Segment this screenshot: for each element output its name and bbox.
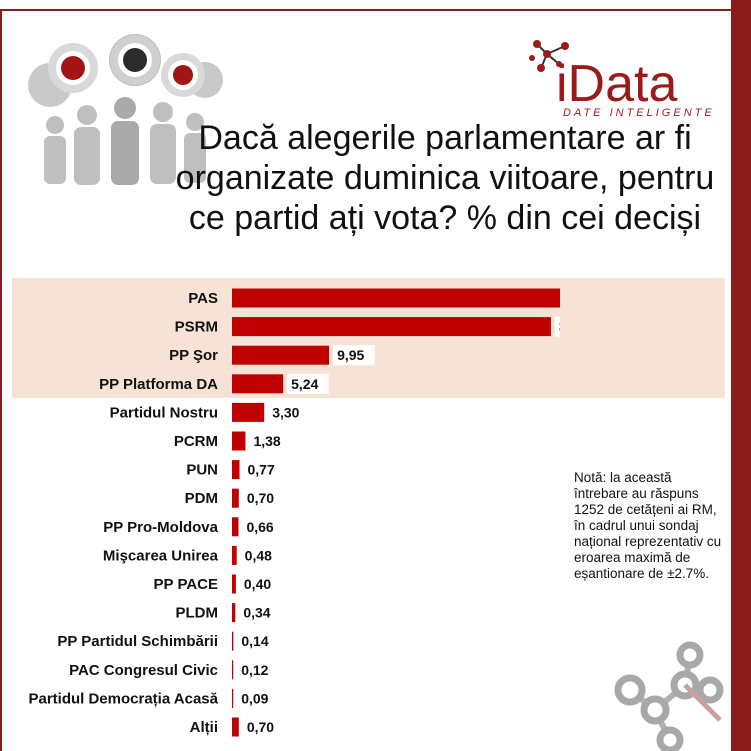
value-label-background <box>287 373 329 394</box>
category-label: PP Platforma DA <box>99 376 218 393</box>
value-label: 0,34 <box>243 605 270 621</box>
value-label-background <box>242 717 285 737</box>
bar <box>232 488 239 508</box>
bar <box>232 288 560 308</box>
value-label-background <box>268 402 310 423</box>
value-label: 5,24 <box>291 376 318 392</box>
bar <box>232 603 236 623</box>
value-label-background <box>237 659 279 680</box>
frame-right-border <box>731 0 751 751</box>
category-label: PUN <box>186 462 218 479</box>
bar <box>232 717 239 737</box>
category-label: Mişcarea Unirea <box>103 547 219 564</box>
category-label: Alții <box>190 719 218 736</box>
value-label: 0,14 <box>241 633 268 649</box>
value-label-background <box>554 316 560 337</box>
frame-left-border <box>0 9 2 751</box>
value-label-background <box>237 688 279 709</box>
category-label: PP Pro-Moldova <box>103 519 218 536</box>
category-label: PAC Congresul Civic <box>69 662 218 679</box>
bar <box>232 402 265 422</box>
bar <box>232 345 330 365</box>
frame-top <box>0 0 751 11</box>
logo-tagline: DATE INTELIGENTE <box>563 107 715 119</box>
category-label: PCRM <box>174 433 218 450</box>
category-label: PDM <box>185 490 218 507</box>
value-label: 32,69 <box>559 319 560 335</box>
value-label: 0,12 <box>241 662 268 678</box>
value-label: 0,70 <box>247 490 274 506</box>
category-label: PSRM <box>175 319 218 336</box>
bar <box>232 574 236 594</box>
category-label: PP Partidul Schimbării <box>57 633 218 650</box>
value-label-background <box>242 516 285 537</box>
bar <box>232 431 246 451</box>
value-label: 0,09 <box>241 690 268 706</box>
category-label: Partidul Nostru <box>110 404 218 421</box>
value-label: 0,40 <box>244 576 271 592</box>
value-label-background <box>243 459 286 480</box>
logo-name: iData <box>556 55 678 113</box>
molecule-logo-icon <box>529 40 569 72</box>
bar <box>232 374 284 394</box>
value-label-background <box>239 602 281 623</box>
value-label: 9,95 <box>337 347 364 363</box>
bar <box>232 517 239 537</box>
value-label: 1,38 <box>253 433 280 449</box>
molecule-decoration-icon <box>614 641 724 751</box>
value-label: 0,77 <box>248 462 275 478</box>
survey-note: Notă: la această întrebare au răspuns 12… <box>574 470 722 581</box>
people-speech-bubbles-illustration <box>28 34 223 185</box>
value-label-background <box>333 345 375 366</box>
bar <box>232 631 234 651</box>
value-label: 0,70 <box>247 719 274 735</box>
value-label: 0,48 <box>245 547 272 563</box>
value-label-background <box>237 631 279 652</box>
bar <box>232 660 234 680</box>
chart-title: Dacă alegerile parlamentare ar fi organi… <box>175 119 715 237</box>
value-label-background <box>242 488 285 509</box>
value-label: 0,66 <box>246 519 273 535</box>
category-label: PLDM <box>176 605 219 622</box>
value-label: 3,30 <box>272 404 299 420</box>
frame-top-border <box>0 9 731 11</box>
bar <box>232 688 234 708</box>
category-label: PP Şor <box>169 347 218 364</box>
bar <box>232 317 551 337</box>
category-label: PP PACE <box>154 576 218 593</box>
value-label-background <box>240 545 283 566</box>
category-label: PAS <box>188 290 218 307</box>
bar <box>232 545 237 565</box>
bar <box>232 460 240 480</box>
value-label-background <box>249 431 292 451</box>
value-label-background <box>239 574 282 594</box>
category-label: Partidul Democrația Acasă <box>28 690 218 707</box>
